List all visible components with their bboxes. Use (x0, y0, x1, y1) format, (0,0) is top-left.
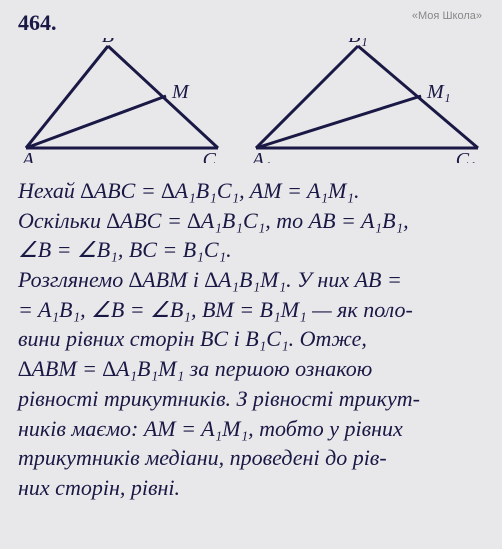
figures-row: A B C M A₁ B₁ C₁ M₁ (18, 38, 484, 168)
proof-text: Нехай ∆ABC = ∆A₁B₁C₁, AM = A₁M₁.Оскільки… (18, 176, 484, 503)
figure-1: A B C M (18, 38, 228, 168)
figure-2: A₁ B₁ C₁ M₁ (248, 38, 488, 168)
svg-text:M₁: M₁ (426, 81, 451, 103)
svg-text:C₁: C₁ (456, 149, 476, 163)
svg-text:A: A (20, 149, 35, 163)
svg-text:A₁: A₁ (250, 149, 271, 163)
svg-text:B: B (102, 38, 114, 47)
svg-text:B₁: B₁ (348, 38, 367, 47)
svg-text:M: M (171, 81, 190, 103)
svg-text:C: C (203, 149, 217, 163)
watermark: «Моя Школа» (412, 10, 482, 22)
